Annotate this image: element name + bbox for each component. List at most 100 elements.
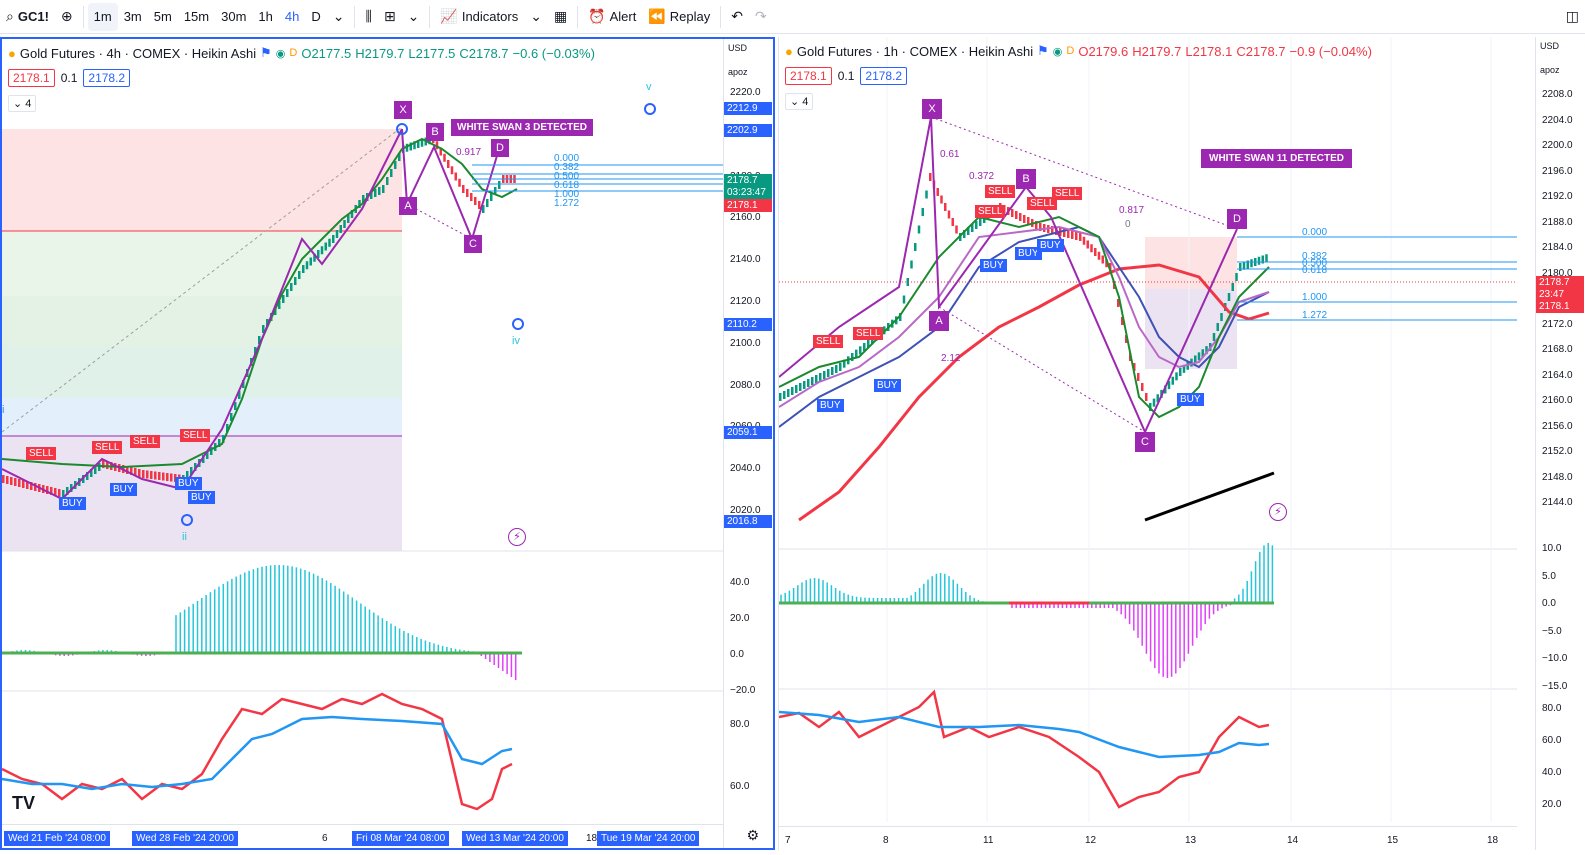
interval-5m[interactable]: 5m [153, 9, 172, 24]
interval-d[interactable]: D [311, 9, 321, 24]
price-scale[interactable]: USD apoz 2208.0 2204.0 2200.0 2196.0 2192.0 2… [1535, 37, 1585, 850]
interval-dropdown[interactable]: ⌄ [327, 3, 351, 31]
candle [54, 488, 57, 496]
buy-signal[interactable]: BUY [59, 497, 86, 510]
sell-signal[interactable]: SELL [1052, 187, 1083, 200]
currency-select[interactable]: USD [728, 43, 748, 53]
white-swan-detected-label[interactable]: WHITE SWAN 11 DETECTED [1201, 149, 1353, 168]
chart-style-button[interactable]: ⊞ [378, 3, 402, 31]
pattern-point-b[interactable]: B [426, 123, 444, 141]
lightning-icon[interactable]: ⚡ [508, 528, 526, 546]
chart-style-dropdown[interactable]: ⌄ [402, 3, 426, 31]
time-label: 18 [586, 833, 598, 844]
sell-signal[interactable]: SELL [130, 435, 161, 448]
candle [409, 142, 412, 151]
rsi-tick: 60.0 [730, 781, 750, 792]
candle [1250, 259, 1253, 268]
indicators-collapse[interactable]: ⌄ 4 [8, 95, 37, 112]
buy-signal[interactable]: BUY [980, 259, 1007, 272]
panel-toggle-button[interactable]: ◫ [1560, 3, 1585, 31]
chart-legend[interactable]: ● Gold Futures · 4h · COMEX · Heikin Ash… [8, 45, 595, 61]
interval-1m[interactable]: 1m [87, 2, 118, 31]
price-scale[interactable]: USD apoz 2220.02200.02180.02160.02140.02… [723, 39, 773, 848]
sell-signal[interactable]: SELL [180, 429, 211, 442]
buy-signal[interactable]: BUY [874, 379, 901, 392]
symbol-search[interactable]: ⌕ GC1! [0, 3, 55, 31]
time-axis[interactable]: Wed 21 Feb '24 08:00 Wed 28 Feb '24 20:0… [2, 824, 723, 848]
ask-price[interactable]: 2178.2 [860, 67, 908, 85]
pattern-point-c[interactable]: C [464, 235, 482, 253]
candle [883, 326, 886, 335]
buy-signal[interactable]: BUY [1177, 393, 1204, 406]
fib-label: 0.382 [554, 162, 580, 173]
buy-signal[interactable]: BUY [188, 491, 215, 504]
undo-button[interactable]: ↶ [725, 3, 749, 31]
scale-mode[interactable]: apoz [1540, 65, 1560, 75]
pattern-point-x[interactable]: X [394, 101, 412, 119]
left-chart-pane[interactable]: TV X A B C D WHITE SWAN 3 DETECTED 0.917… [0, 37, 775, 850]
redo-button[interactable]: ↷ [749, 3, 773, 31]
candle [202, 455, 205, 463]
sell-signal[interactable]: SELL [813, 335, 844, 348]
candle [979, 218, 982, 226]
sell-signal[interactable]: SELL [975, 205, 1006, 218]
divider [429, 5, 431, 28]
scale-mode[interactable]: apoz [728, 67, 748, 77]
currency-select[interactable]: USD [1540, 41, 1560, 51]
rsi-red-line [2, 692, 513, 811]
pattern-point-d[interactable]: D [1227, 209, 1247, 229]
chart-legend[interactable]: ● Gold Futures · 1h · COMEX · Heikin Ash… [785, 43, 1372, 59]
interval-15m[interactable]: 15m [183, 9, 210, 24]
buy-signal[interactable]: BUY [817, 399, 844, 412]
indicators-button[interactable]: 📈 Indicators [434, 3, 524, 31]
interval-1h[interactable]: 1h [258, 9, 273, 24]
candle [374, 189, 377, 197]
spread: 0.1 [60, 71, 78, 85]
layouts-button[interactable]: ▦ [548, 3, 573, 31]
indicators-collapse[interactable]: ⌄ 4 [785, 93, 814, 110]
alert-button[interactable]: ⏰ Alert [582, 3, 642, 31]
indicators-dropdown[interactable]: ⌄ [524, 3, 548, 31]
left-chart-canvas[interactable]: TV [2, 39, 723, 824]
candle [871, 336, 874, 345]
candle [170, 473, 173, 482]
sell-signal[interactable]: SELL [1027, 197, 1058, 210]
lightning-icon[interactable]: ⚡ [1269, 503, 1287, 521]
candle [34, 483, 37, 491]
candles-button[interactable]: ⫼ [359, 3, 377, 31]
interval-30m[interactable]: 30m [221, 9, 247, 24]
ratio-label: 0 [1125, 219, 1131, 230]
white-swan-detected-label[interactable]: WHITE SWAN 3 DETECTED [451, 119, 594, 136]
pattern-point-x[interactable]: X [922, 99, 942, 119]
candle [823, 371, 826, 379]
buy-signal[interactable]: BUY [110, 483, 137, 496]
pattern-point-a[interactable]: A [399, 197, 417, 215]
buy-signal[interactable]: BUY [175, 477, 202, 490]
buy-signal[interactable]: BUY [1037, 239, 1064, 252]
sell-signal[interactable]: SELL [26, 447, 57, 460]
settings-gear-icon[interactable]: ⚙ [746, 827, 759, 843]
right-chart-canvas[interactable] [779, 37, 1517, 822]
price-tick: 2196.0 [1542, 165, 1573, 177]
sell-signal[interactable]: SELL [92, 441, 123, 454]
sell-signal[interactable]: SELL [985, 185, 1016, 198]
compare-button[interactable]: ⊕ [55, 3, 79, 31]
bid-price[interactable]: 2178.1 [785, 67, 832, 85]
rsi-tick: 40.0 [1542, 767, 1562, 778]
time-axis[interactable]: 7 8 11 12 13 14 15 18 [779, 826, 1517, 850]
pattern-point-c[interactable]: C [1135, 432, 1155, 452]
ratio-label: 0.372 [969, 171, 995, 182]
interval-4h[interactable]: 4h [284, 9, 300, 24]
candle [474, 197, 477, 205]
right-chart-pane[interactable]: X A B C D WHITE SWAN 11 DETECTED 0.61 0.… [778, 37, 1585, 850]
pattern-point-b[interactable]: B [1016, 169, 1036, 189]
sell-signal[interactable]: SELL [853, 327, 884, 340]
pattern-point-a[interactable]: A [929, 311, 949, 331]
bid-price[interactable]: 2178.1 [8, 69, 55, 87]
pattern-point-d[interactable]: D [491, 139, 509, 157]
ask-price[interactable]: 2178.2 [83, 69, 131, 87]
interval-3m[interactable]: 3m [123, 9, 142, 24]
replay-button[interactable]: ⏪ Replay [642, 3, 716, 31]
buy-signal[interactable]: BUY [1015, 247, 1042, 260]
candles-icon: ⫼ [365, 8, 372, 25]
